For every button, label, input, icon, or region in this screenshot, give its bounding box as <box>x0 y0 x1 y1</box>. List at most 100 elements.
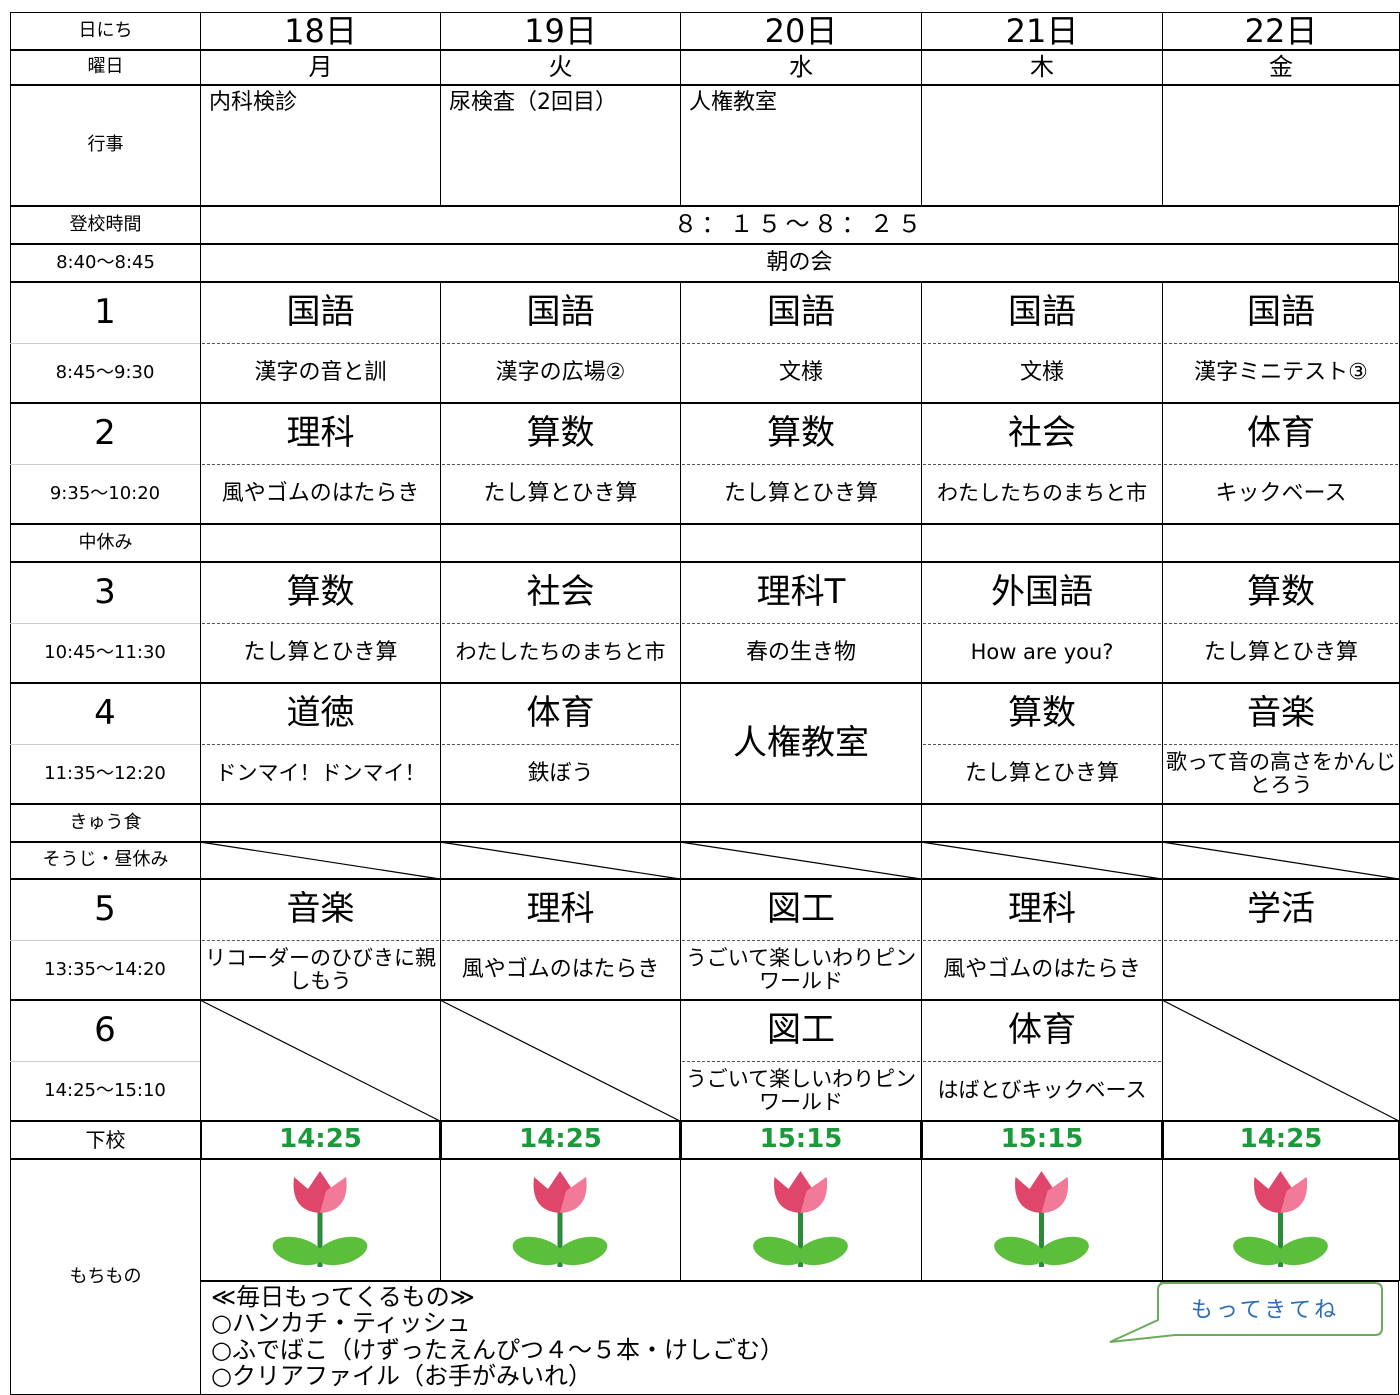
day-cell <box>680 804 922 842</box>
day-cell: 19日 <box>440 12 681 50</box>
period-time: 8:45～9:30 <box>55 362 155 384</box>
subject: 理科T <box>682 562 920 624</box>
day-cell: 水 <box>680 50 922 85</box>
belongings-line: ○ふでばこ（けずったえんぴつ４～５本・けしごむ） <box>211 1335 784 1364</box>
period-time: 11:35～12:20 <box>44 763 166 785</box>
detail: 漢字の広場② <box>495 359 626 385</box>
subject: 学活 <box>1164 879 1398 941</box>
day-cell <box>680 842 922 879</box>
detail: たし算とひき算 <box>1203 639 1358 665</box>
period-time: 9:35～10:20 <box>49 483 161 505</box>
row-label: 下校 <box>10 1121 201 1159</box>
class-cell <box>440 1000 681 1121</box>
period-number: 3 <box>10 562 200 624</box>
detail: はばとびキックベース <box>937 1078 1147 1103</box>
day-cell: 18日 <box>200 12 441 50</box>
period-time: 14:25～15:10 <box>44 1080 166 1102</box>
subject: 体育 <box>923 1000 1161 1062</box>
day-cell: 21日 <box>921 12 1163 50</box>
day-cell <box>1162 85 1400 206</box>
dismissal-time: 14:25 <box>200 1121 441 1159</box>
arrival-time: ８：１５～８：２５ <box>200 206 1399 244</box>
subject: 国語 <box>442 282 679 344</box>
detail: リコーダーのひびきに親しもう <box>205 945 436 993</box>
day-cell <box>200 842 441 879</box>
subject: 道徳 <box>202 683 439 745</box>
subject: 図工 <box>682 879 920 941</box>
period-number: 4 <box>10 683 200 745</box>
detail: ドンマイ！ドンマイ！ <box>215 761 426 786</box>
period-time: 13:35～14:20 <box>44 959 166 981</box>
tulip-cell <box>1162 1159 1400 1281</box>
day-cell: 20日 <box>680 12 922 50</box>
detail: 漢字の音と訓 <box>254 359 387 385</box>
day-cell: 月 <box>200 50 441 85</box>
detail: たし算とひき算 <box>243 639 398 665</box>
belongings-line: ○クリアファイル（お手がみいれ） <box>211 1362 592 1391</box>
subject: 算数 <box>1164 562 1398 624</box>
subject: 国語 <box>1164 282 1398 344</box>
day-cell <box>921 524 1163 562</box>
break-label: きゅう食 <box>10 804 201 842</box>
dismissal-time: 15:15 <box>680 1121 922 1159</box>
row-label: 行事 <box>10 85 201 206</box>
subject: 算数 <box>682 403 920 465</box>
day-cell <box>1162 842 1400 879</box>
day-cell <box>1162 524 1400 562</box>
subject: 社会 <box>923 403 1161 465</box>
detail: うごいて楽しいわりピンワールド <box>685 1066 917 1114</box>
subject: 社会 <box>442 562 679 624</box>
belongings-line: ≪毎日もってくるもの≫ <box>211 1283 475 1311</box>
class-cell <box>200 1000 441 1121</box>
day-cell: 金 <box>1162 50 1400 85</box>
period-number: 1 <box>10 282 200 344</box>
subject: 音楽 <box>1164 683 1398 745</box>
day-cell <box>921 842 1163 879</box>
day-cell: 尿検査（2回目） <box>440 85 681 206</box>
day-cell <box>440 842 681 879</box>
class-cell <box>1162 1000 1400 1121</box>
detail: How are you? <box>970 640 1114 665</box>
subject: 算数 <box>442 403 679 465</box>
subject: 理科 <box>442 879 679 941</box>
subject: 理科 <box>923 879 1161 941</box>
day-cell <box>680 524 922 562</box>
detail: たし算とひき算 <box>964 760 1119 786</box>
detail: たし算とひき算 <box>483 480 638 506</box>
belongings-text: ≪毎日もってくるもの≫ ○ハンカチ・ティッシュ ○ふでばこ（けずったえんぴつ４～５本… <box>200 1281 1399 1395</box>
break-label: 中休み <box>10 524 201 562</box>
period-time: 10:45～11:30 <box>44 642 166 664</box>
row-label: 8:40～8:45 <box>10 244 201 282</box>
detail: 文様 <box>778 359 823 385</box>
detail: キックベース <box>1215 480 1347 506</box>
tulip-cell <box>680 1159 922 1281</box>
day-cell <box>1162 804 1400 842</box>
subject: 理科 <box>202 403 439 465</box>
tulip-cell <box>200 1159 441 1281</box>
belongings-line: ○ハンカチ・ティッシュ <box>211 1309 471 1338</box>
dismissal-time: 14:25 <box>1162 1121 1400 1159</box>
detail: 文様 <box>1019 359 1064 385</box>
subject: 算数 <box>923 683 1161 745</box>
subject: 算数 <box>202 562 439 624</box>
break-label: そうじ・昼休み <box>10 842 201 879</box>
tulip-cell <box>921 1159 1163 1281</box>
period-number: 6 <box>10 1000 200 1062</box>
subject: 国語 <box>202 282 439 344</box>
detail: わたしたちのまちと市 <box>455 640 666 665</box>
subject: 体育 <box>442 683 679 745</box>
dismissal-time: 14:25 <box>440 1121 681 1159</box>
day-cell: 内科検診 <box>200 85 441 206</box>
detail: 風やゴムのはたらき <box>221 480 420 506</box>
row-label: 曜日 <box>10 50 201 85</box>
day-cell: 木 <box>921 50 1163 85</box>
detail: 鉄ぼう <box>527 760 594 786</box>
subject: 図工 <box>682 1000 920 1062</box>
subject: 外国語 <box>923 562 1161 624</box>
day-cell <box>921 85 1163 206</box>
day-cell <box>200 524 441 562</box>
morning-event: 朝の会 <box>200 244 1399 282</box>
subject: 国語 <box>923 282 1161 344</box>
detail: 風やゴムのはたらき <box>943 956 1141 982</box>
